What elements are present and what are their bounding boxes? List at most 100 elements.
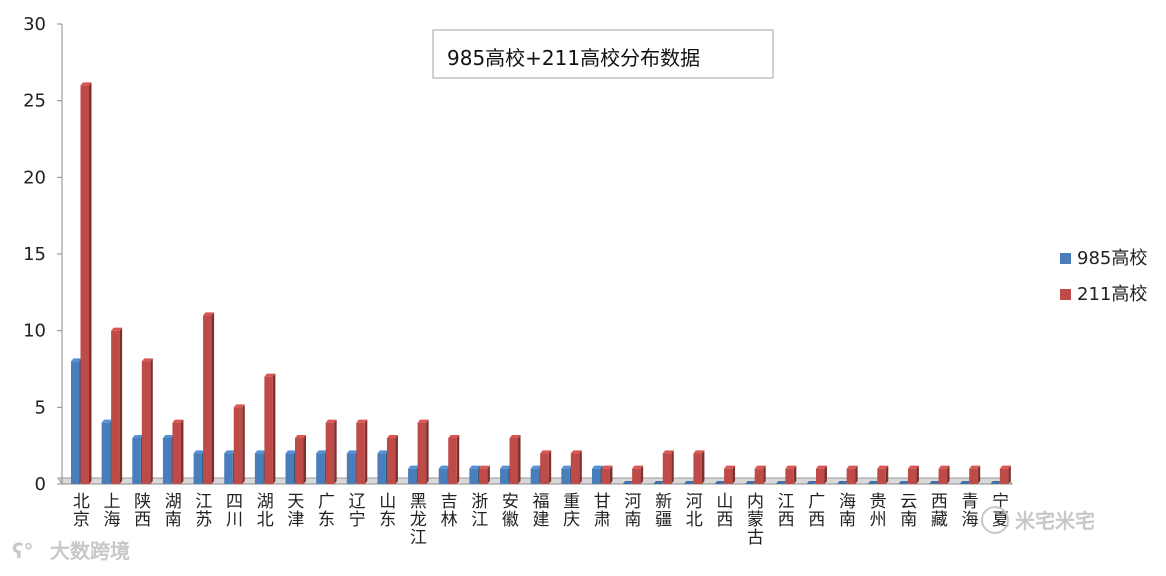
x-tick-label: 陕西 <box>134 492 151 530</box>
bar-211高校-河南 <box>632 468 641 484</box>
bar-985高校-陕西 <box>132 438 141 484</box>
x-tick-label: 辽宁 <box>349 492 366 530</box>
bar-top <box>162 435 174 438</box>
bar-top <box>907 465 919 469</box>
watermark-right-text: 米宅米宅 <box>1015 509 1095 533</box>
bar-985高校-北京 <box>71 361 80 484</box>
bar-top <box>530 465 542 469</box>
bar-211高校-河北 <box>693 453 702 484</box>
bar-985高校-广东 <box>316 453 325 484</box>
bar-top <box>724 465 736 469</box>
x-tick-label: 湖南 <box>165 492 182 530</box>
bar-985高校-四川 <box>224 453 233 484</box>
bar-211高校-宁夏 <box>999 468 1009 484</box>
bar-211高校-江西 <box>785 468 794 484</box>
bar-211高校-湖北 <box>264 376 273 484</box>
bar-top <box>224 450 236 454</box>
bar-top <box>377 450 389 454</box>
bar-985高校-海南 <box>837 481 849 484</box>
bar-211高校-贵州 <box>877 468 886 484</box>
x-tick-label: 内蒙古 <box>747 492 764 548</box>
bar-985高校-山东 <box>377 453 386 484</box>
watermark-left: ʕ° 大数跨境 <box>12 539 130 563</box>
bar-side <box>426 419 429 484</box>
x-tick-label: 福建 <box>533 492 550 530</box>
bar-top <box>815 465 827 469</box>
bar-985高校-湖南 <box>162 438 172 484</box>
y-tick-label: 15 <box>23 244 46 265</box>
x-tick-label: 甘肃 <box>594 492 611 530</box>
legend-label: 211高校 <box>1077 284 1147 305</box>
bar-top <box>754 465 766 469</box>
bar-top <box>203 312 215 316</box>
x-tick-label: 江西 <box>778 492 795 530</box>
bar-side <box>518 435 521 484</box>
bar-top <box>71 358 82 362</box>
x-tick-label: 安徽 <box>502 492 519 530</box>
bar-985高校-安徽 <box>500 468 509 484</box>
bar-top <box>285 450 297 454</box>
bar-side <box>548 450 552 484</box>
x-tick-label: 山西 <box>716 492 733 530</box>
bar-side <box>885 465 889 484</box>
bar-top <box>693 450 705 454</box>
bar-211高校-青海 <box>969 468 978 484</box>
bar-985高校-上海 <box>101 422 111 484</box>
bar-side <box>89 82 92 484</box>
bar-211高校-辽宁 <box>356 422 365 484</box>
bar-side <box>272 373 276 484</box>
bar-side <box>150 358 153 484</box>
bar-side <box>947 465 950 484</box>
bar-top <box>632 465 644 469</box>
bar-top <box>469 465 481 469</box>
bar-985高校-河南 <box>622 481 634 484</box>
x-tick-label: 西藏 <box>931 492 948 530</box>
bar-top <box>172 419 184 423</box>
bar-top <box>254 450 266 454</box>
x-tick-label: 重庆 <box>563 492 580 530</box>
watermark-left-text: 大数跨境 <box>50 539 130 563</box>
x-tick-label: 广东 <box>318 492 335 530</box>
bar-top <box>846 465 858 469</box>
bar-top <box>999 465 1011 469</box>
y-tick-label: 10 <box>23 321 46 342</box>
y-tick-label: 20 <box>23 167 46 188</box>
bar-top <box>141 358 153 362</box>
bar-211高校-陕西 <box>141 361 151 484</box>
bar-side <box>701 450 705 484</box>
bar-top <box>233 404 245 408</box>
bar-211高校-云南 <box>907 468 917 484</box>
legend-swatch <box>1060 253 1071 264</box>
bar-985高校-西藏 <box>929 481 941 484</box>
x-tick-label: 河南 <box>624 492 641 530</box>
bar-top <box>570 450 582 454</box>
bar-side <box>977 465 981 484</box>
bar-side <box>579 450 582 484</box>
bar-211高校-黑龙江 <box>417 422 427 484</box>
bar-side <box>119 327 123 484</box>
bar-211高校-浙江 <box>478 468 488 484</box>
bar-985高校-河北 <box>683 481 695 484</box>
x-tick-label: 新疆 <box>655 492 672 530</box>
x-tick-label: 吉林 <box>441 492 458 530</box>
bars <box>71 82 1011 484</box>
bar-211高校-山西 <box>724 468 733 484</box>
x-tick-label: 黑龙江 <box>410 492 427 548</box>
bar-top <box>417 419 429 423</box>
bar-211高校-北京 <box>80 85 89 484</box>
bar-top <box>785 465 797 469</box>
bar-top <box>591 465 603 469</box>
wechat-icon <box>981 506 1009 534</box>
bar-top <box>662 450 674 454</box>
bar-211高校-广东 <box>325 422 335 484</box>
bar-side <box>211 312 215 484</box>
bar-985高校-内蒙古 <box>745 481 757 484</box>
bar-side <box>334 419 337 484</box>
x-tick-label: 上海 <box>103 492 120 530</box>
bar-side <box>855 465 858 484</box>
bar-211高校-海南 <box>846 468 856 484</box>
bar-top <box>132 435 144 438</box>
x-tick-label: 江苏 <box>195 492 212 530</box>
y-tick-label: 30 <box>23 14 46 35</box>
